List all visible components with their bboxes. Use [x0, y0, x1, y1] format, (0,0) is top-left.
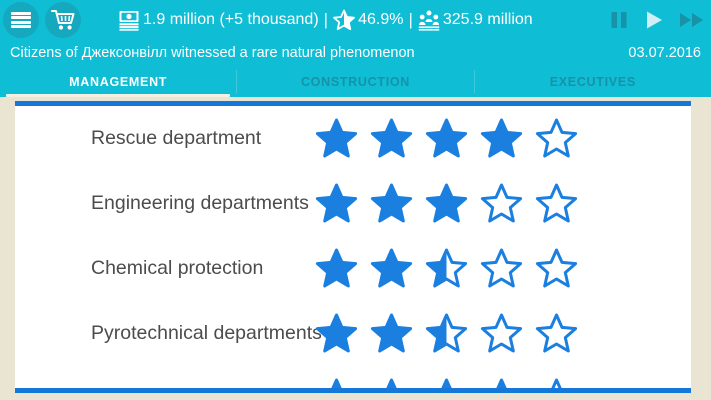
fast-forward-icon	[680, 13, 703, 27]
stat-separator: |	[323, 10, 329, 29]
star-empty-icon	[535, 118, 578, 158]
star-filled-icon	[425, 183, 468, 223]
play-icon	[647, 11, 662, 29]
department-row[interactable]: Firefighting departments	[15, 366, 691, 388]
rating-stars	[315, 183, 578, 224]
star-empty-icon	[480, 248, 523, 288]
star-filled-icon	[331, 378, 342, 388]
department-name: Rescue department	[91, 127, 262, 149]
card-top-accent-bar	[15, 101, 691, 106]
department-row[interactable]: Engineering departments	[15, 171, 691, 236]
news-headline: Citizens of Джексонвілл witnessed a rare…	[10, 45, 415, 61]
rating-stars	[315, 248, 578, 289]
department-row[interactable]: Pyrotechnical departments	[15, 301, 691, 366]
stat-money-value: 1.9 million (+5 thousand)	[143, 11, 319, 28]
department-name: Pyrotechnical departments	[91, 322, 322, 344]
star-filled-icon	[370, 248, 413, 288]
stat-population-value: 325.9 million	[442, 11, 533, 28]
tab-executives[interactable]: EXECUTIVES	[475, 66, 711, 97]
department-row[interactable]: Rescue department	[15, 106, 691, 171]
fast-forward-button[interactable]	[679, 9, 705, 31]
star-filled-icon	[480, 118, 523, 158]
tab-construction-label: CONSTRUCTION	[300, 74, 411, 89]
hamburger-menu-button[interactable]	[3, 2, 39, 38]
star-filled-icon	[386, 378, 397, 388]
shopping-cart-icon	[51, 10, 75, 30]
stat-money: 1.9 million (+5 thousand)	[118, 9, 319, 31]
hamburger-menu-icon	[11, 11, 31, 29]
department-name: Firefighting departments	[15, 387, 315, 388]
news-ticker-bar: Citizens of Джексонвілл witnessed a rare…	[0, 40, 711, 66]
star-filled-icon	[425, 118, 468, 158]
star-empty-icon	[535, 313, 578, 353]
stat-rating-value: 46.9%	[358, 11, 404, 28]
star-empty-icon	[480, 183, 523, 223]
department-row[interactable]: Chemical protection	[15, 236, 691, 301]
tab-management-label: MANAGEMENT	[69, 74, 168, 89]
stat-rating: 46.9%	[333, 9, 403, 31]
time-controls	[609, 0, 705, 40]
star-filled-icon	[370, 183, 413, 223]
star-filled-icon	[315, 118, 358, 158]
pause-icon	[611, 12, 627, 28]
star-filled-icon	[496, 378, 507, 388]
stat-separator-2: |	[408, 10, 413, 29]
pause-button[interactable]	[609, 9, 629, 31]
tab-executives-label: EXECUTIVES	[549, 74, 636, 89]
star-filled-icon	[315, 248, 358, 288]
department-list: Rescue department Engineering departments…	[15, 106, 691, 388]
star-rating-icon	[333, 9, 355, 31]
star-filled-icon	[315, 313, 358, 353]
rating-stars	[315, 378, 578, 388]
stat-population: 325.9 million	[418, 9, 533, 31]
star-half-icon	[425, 313, 468, 353]
card-bottom-accent-bar	[15, 388, 691, 393]
rating-stars	[315, 313, 578, 354]
tab-divider-2	[473, 70, 475, 93]
rating-stars	[315, 118, 578, 159]
game-date: 03.07.2016	[628, 45, 701, 61]
tab-bar: MANAGEMENT CONSTRUCTION EXECUTIVES	[0, 66, 711, 97]
department-name: Chemical protection	[91, 257, 264, 279]
play-button[interactable]	[643, 9, 665, 31]
department-name: Engineering departments	[91, 192, 309, 214]
top-status-bar: 1.9 million (+5 thousand) | 46.9% |	[0, 0, 711, 40]
tab-construction[interactable]: CONSTRUCTION	[237, 66, 473, 97]
star-filled-icon	[370, 118, 413, 158]
tab-management[interactable]: MANAGEMENT	[0, 66, 236, 97]
star-empty-icon	[551, 378, 562, 388]
star-empty-icon	[480, 313, 523, 353]
money-stack-icon	[118, 9, 140, 31]
star-filled-icon	[315, 183, 358, 223]
star-filled-icon	[370, 313, 413, 353]
shop-button[interactable]	[45, 2, 81, 38]
star-half-icon	[425, 248, 468, 288]
resource-stats: 1.9 million (+5 thousand) | 46.9% |	[118, 9, 533, 31]
star-empty-icon	[535, 248, 578, 288]
department-list-card: Rescue department Engineering departments…	[15, 101, 691, 388]
star-filled-icon	[441, 378, 452, 388]
star-empty-icon	[535, 183, 578, 223]
tab-divider-1	[236, 70, 238, 93]
population-people-icon	[418, 9, 440, 31]
